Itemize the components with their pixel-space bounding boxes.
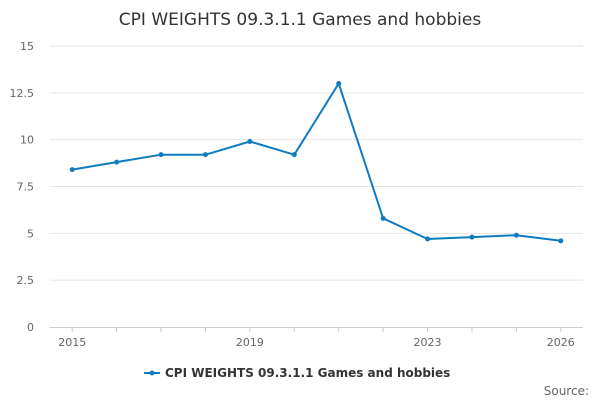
data-point[interactable] <box>291 152 297 158</box>
data-point[interactable] <box>158 152 164 158</box>
data-point[interactable] <box>558 238 564 244</box>
x-tick-label: 2023 <box>414 336 442 349</box>
y-tick-label: 10 <box>20 134 34 147</box>
legend-dot-marker <box>149 370 155 376</box>
data-point[interactable] <box>69 167 75 173</box>
data-point[interactable] <box>247 139 253 145</box>
y-tick-label: 7.5 <box>17 181 35 194</box>
series-path <box>72 82 561 242</box>
data-point[interactable] <box>425 236 431 242</box>
chart-title: CPI WEIGHTS 09.3.1.1 Games and hobbies <box>119 10 482 30</box>
x-tick-label: 2015 <box>58 336 86 349</box>
series-line <box>69 80 564 244</box>
y-tick-label: 2.5 <box>17 274 35 287</box>
legend[interactable]: CPI WEIGHTS 09.3.1.1 Games and hobbies <box>144 366 450 380</box>
data-point[interactable] <box>336 80 342 86</box>
y-tick-label: 12.5 <box>10 87 35 100</box>
x-tick-label: 2019 <box>236 336 264 349</box>
gridlines <box>50 45 583 281</box>
data-point[interactable] <box>469 234 475 240</box>
x-tick-label: 2026 <box>547 336 575 349</box>
data-point[interactable] <box>380 215 386 221</box>
x-axis: 2015 2019 2023 2026 <box>50 327 583 349</box>
y-axis: 0 2.5 5 7.5 10 12.5 15 <box>10 40 35 334</box>
data-point[interactable] <box>202 152 208 158</box>
y-tick-label: 5 <box>27 227 34 240</box>
y-tick-label: 15 <box>20 40 34 53</box>
data-point[interactable] <box>513 232 519 238</box>
data-point[interactable] <box>114 159 120 165</box>
legend-label: CPI WEIGHTS 09.3.1.1 Games and hobbies <box>165 366 450 380</box>
source-label: Source: <box>544 384 589 398</box>
y-tick-label: 0 <box>27 321 34 334</box>
